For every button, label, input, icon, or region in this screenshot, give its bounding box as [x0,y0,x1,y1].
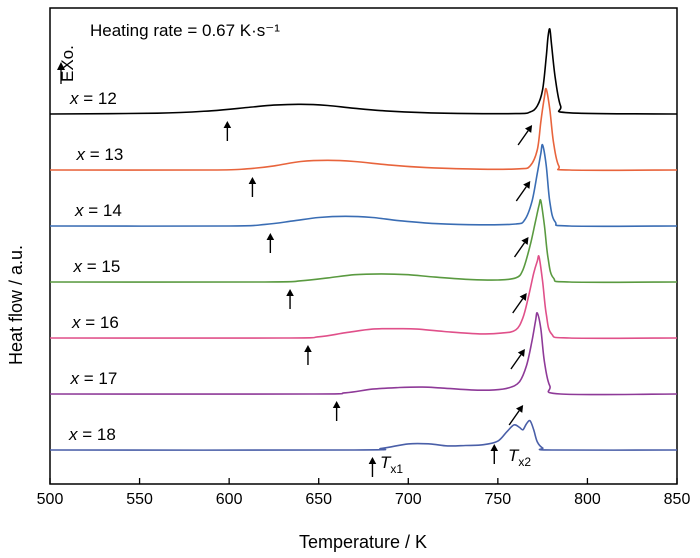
series-label-x12: x = 12 [69,89,117,108]
y-axis-title: Heat flow / a.u. [6,245,26,365]
tx2-annotation: Tx2 [508,446,531,469]
series-line-x16 [49,255,678,340]
peak-arrow-x17 [508,405,524,426]
peak-arrow-x15 [512,293,527,314]
peak-arrow-x13 [515,181,531,202]
peak-arrow-x14 [513,237,529,258]
onset-arrow-x17 [332,401,341,421]
onset-arrow-x15 [286,289,294,309]
onset-arrow-x16 [304,345,312,365]
exo-label: EXo. [58,45,77,82]
plot-frame [49,7,678,485]
peak-arrow-x18 [490,444,499,464]
arrow-layer [223,121,533,477]
series-label-x14: x = 14 [74,201,122,220]
series-label-x16: x = 16 [71,313,119,332]
series-label-x18: x = 18 [68,425,116,444]
x-tick-label-650: 650 [305,491,332,508]
onset-arrow-x14 [266,233,275,253]
x-tick-label-700: 700 [395,491,422,508]
peak-arrow-x12 [517,125,533,146]
series-line-x17 [49,311,678,396]
series-labels: x = 12 x = 13 x = 14 x = 15 x = 16 x = 17 x = … [68,89,123,444]
series-line-x18 [49,419,678,451]
series-line-x13 [49,87,678,172]
series-line-x14 [49,143,678,228]
x-tick-label-850: 850 [664,491,691,508]
series-label-x15: x = 15 [73,257,121,276]
x-tick-label-550: 550 [126,491,153,508]
exo-indicator: EXo. [58,45,77,82]
x-tick-label-800: 800 [574,491,601,508]
peak-arrow-x16 [510,349,525,370]
series-layer [49,27,678,451]
onset-arrow-x18 [368,457,377,477]
series-line-x12 [49,27,678,115]
onset-arrow-x12 [223,121,232,141]
x-tick-label-750: 750 [485,491,512,508]
series-label-x13: x = 13 [76,145,124,164]
x-axis-title: Temperature / K [299,532,427,552]
heating-rate-annotation: Heating rate = 0.67 K·s⁻¹ [90,21,280,40]
x-tick-label-600: 600 [216,491,243,508]
series-line-x15 [49,198,678,284]
x-tick-label-500: 500 [37,491,64,508]
series-label-x17: x = 17 [70,369,118,388]
x-axis-ticks: 500 550 600 650 700 750 800 850 [37,478,691,508]
onset-arrow-x13 [248,177,257,197]
exo-arrow-icon [57,62,65,84]
tx1-annotation: Tx1 [380,453,403,476]
